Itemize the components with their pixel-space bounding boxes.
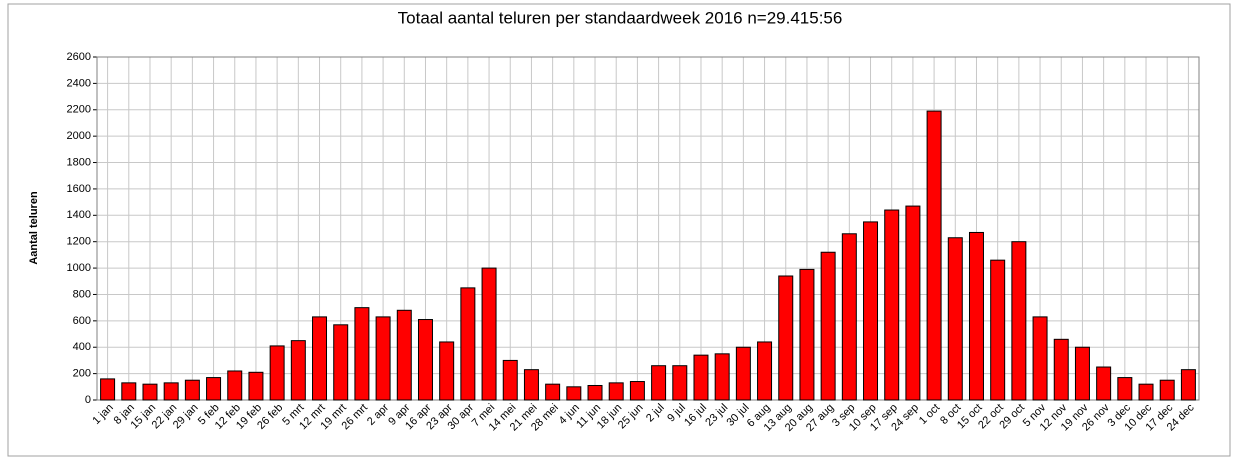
y-tick-label: 1200 [67, 236, 91, 248]
bar [396, 309, 412, 401]
bar [481, 267, 497, 401]
bar [693, 354, 709, 401]
bar [587, 384, 603, 401]
bar [651, 365, 667, 401]
y-axis-label: Aantal teluren [28, 191, 40, 265]
bar [439, 341, 455, 401]
bar [460, 287, 476, 401]
bar [863, 221, 879, 401]
y-tick-label: 1400 [67, 209, 91, 221]
plot-border [96, 56, 1200, 401]
bar [142, 383, 158, 401]
bar [968, 231, 984, 401]
y-tick-label: 2200 [67, 104, 91, 116]
bar [799, 268, 815, 401]
bar [841, 233, 857, 401]
bar [206, 377, 222, 401]
bar [121, 382, 137, 401]
bar [1180, 369, 1196, 401]
y-tick-label: 1600 [67, 183, 91, 195]
y-tick-label: 400 [73, 341, 91, 353]
bar [1032, 316, 1048, 401]
bar [1074, 346, 1090, 401]
bar [523, 369, 539, 401]
bar [947, 237, 963, 401]
bar [1138, 383, 1154, 401]
bar [1011, 241, 1027, 401]
bar [163, 382, 179, 401]
bar [884, 209, 900, 401]
bar [184, 379, 200, 401]
y-tick-label: 1800 [67, 156, 91, 168]
bar [714, 353, 730, 401]
y-tick-label: 0 [85, 394, 91, 406]
bar [100, 378, 116, 401]
y-tick-label: 1000 [67, 262, 91, 274]
bar [290, 340, 306, 401]
bar [1053, 338, 1069, 401]
y-tick-label: 2000 [67, 130, 91, 142]
bar [735, 346, 751, 401]
bar [672, 365, 688, 401]
bar [312, 316, 328, 401]
bar [248, 371, 264, 401]
y-tick-label: 200 [73, 368, 91, 380]
bar [417, 319, 433, 401]
bar [926, 110, 942, 401]
bar [1096, 366, 1112, 401]
bar [608, 382, 624, 401]
y-tick-label: 2600 [67, 51, 91, 63]
bar [778, 275, 794, 401]
bar [629, 381, 645, 401]
chart-title: Totaal aantal teluren per standaardweek … [398, 8, 843, 27]
bar [545, 383, 561, 401]
bar [905, 205, 921, 401]
y-tick-label: 2400 [67, 77, 91, 89]
bar [269, 345, 285, 401]
bar [1159, 379, 1175, 401]
bar [757, 341, 773, 401]
y-tick-label: 800 [73, 288, 91, 300]
bar [502, 359, 518, 401]
bar [227, 370, 243, 401]
bar [820, 251, 836, 401]
bar [354, 307, 370, 401]
bar [375, 316, 391, 401]
bar [990, 259, 1006, 401]
bar [566, 386, 582, 401]
y-tick-label: 600 [73, 315, 91, 327]
bar [333, 324, 349, 401]
bar [1117, 377, 1133, 401]
